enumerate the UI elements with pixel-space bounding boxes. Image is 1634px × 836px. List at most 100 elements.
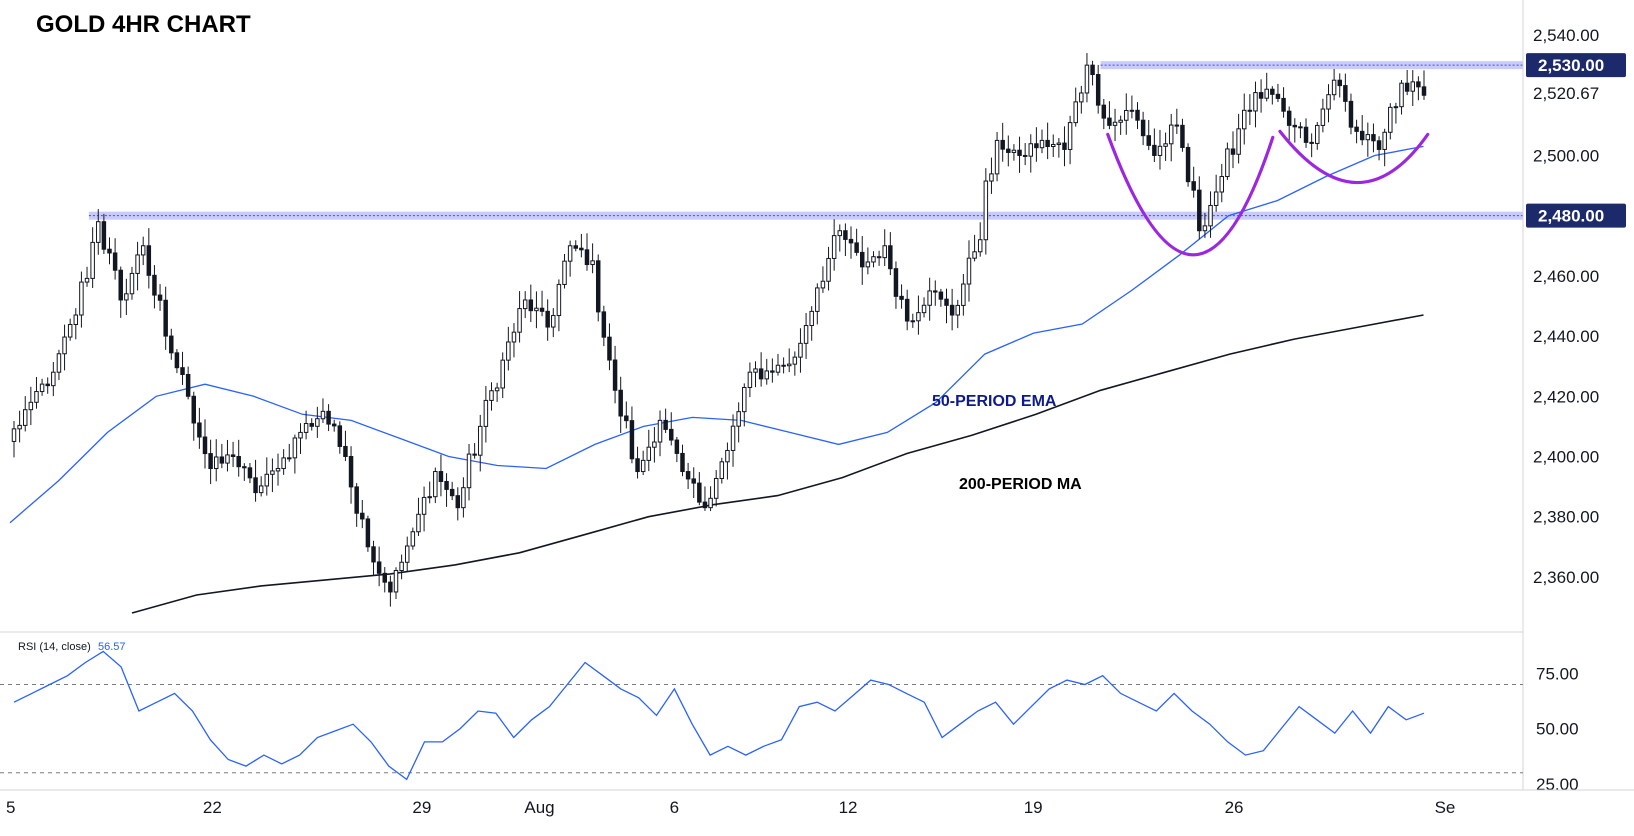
candle-body-bear — [1371, 134, 1376, 142]
candle-body-bear — [904, 298, 910, 322]
candle-body-bull — [803, 325, 809, 344]
candle — [1011, 144, 1017, 161]
candle-body-bear — [371, 546, 376, 563]
candle — [1129, 95, 1135, 119]
time-axis: 5 22 29 Aug 6 12 19 26 Se — [6, 798, 1455, 817]
candle — [270, 458, 275, 493]
time-tick-label: 6 — [670, 798, 679, 817]
candle-body-bull — [140, 245, 146, 256]
candle — [449, 481, 455, 501]
candle — [708, 486, 713, 512]
candle — [640, 450, 646, 476]
candle — [1320, 98, 1326, 133]
rsi-legend-label: RSI (14, close) — [18, 641, 91, 653]
candle — [1112, 108, 1118, 142]
candle — [556, 279, 562, 332]
candle — [1331, 69, 1337, 101]
candle-body-bear — [1247, 109, 1253, 112]
candle — [949, 288, 955, 331]
candle-body-bear — [579, 247, 584, 251]
candle-body-bull — [972, 251, 977, 259]
candle — [674, 436, 680, 463]
candle — [803, 312, 809, 359]
rsi-tick-label: 50.00 — [1536, 720, 1579, 739]
candle-body-bear — [1309, 141, 1314, 144]
candle — [1006, 135, 1011, 167]
candle-body-bull — [1163, 143, 1168, 147]
candle-body-bull — [287, 457, 292, 460]
candle — [1197, 176, 1202, 240]
candle — [1410, 70, 1416, 106]
candle-body-bull — [466, 453, 472, 489]
time-tick-label: 26 — [1225, 798, 1244, 817]
candle — [393, 567, 399, 600]
candle — [1213, 174, 1219, 212]
candle — [208, 439, 213, 485]
candle — [938, 288, 944, 307]
candle-body-bear — [545, 310, 550, 328]
candle-body-bull — [882, 245, 887, 259]
candle-body-bear — [854, 242, 859, 253]
candle-body-bull — [1073, 101, 1078, 124]
candle — [927, 277, 932, 321]
candle — [826, 246, 831, 291]
candle-body-bear — [191, 395, 197, 424]
candle-body-bear — [1017, 149, 1022, 156]
candle-body-bull — [421, 496, 427, 515]
candle — [736, 402, 741, 443]
candle — [140, 236, 146, 266]
candle-body-bear — [444, 480, 449, 490]
candle-body-bear — [781, 364, 786, 367]
candle-body-bear — [1000, 139, 1005, 150]
candle — [309, 418, 314, 431]
candle — [994, 132, 1000, 182]
candle-body-bear — [157, 294, 163, 301]
candle — [1135, 102, 1140, 130]
time-tick-label: 12 — [839, 798, 858, 817]
candle — [326, 404, 331, 432]
candle — [242, 463, 247, 481]
candle-body-bull — [640, 459, 646, 473]
candle-body-bull — [258, 485, 264, 494]
candle — [343, 430, 348, 462]
candle — [1241, 93, 1247, 145]
candle — [315, 406, 320, 438]
candle — [101, 213, 107, 255]
candle-body-bull — [51, 371, 56, 387]
candle-body-bear — [1281, 97, 1286, 112]
candle-body-bull — [67, 324, 73, 338]
candle-body-bull — [652, 441, 657, 448]
candle-body-bull — [416, 513, 421, 533]
candle-body-bull — [1388, 106, 1393, 133]
candle — [983, 168, 989, 255]
candle-body-bear — [1270, 88, 1275, 95]
candle-body-bear — [573, 245, 578, 249]
candle — [444, 473, 449, 507]
candle-body-bear — [1045, 139, 1050, 148]
candle-body-bull — [73, 314, 79, 326]
candle — [191, 391, 197, 441]
candle-body-bear — [607, 336, 612, 361]
candle — [1039, 129, 1045, 154]
candle-body-bull — [22, 409, 28, 426]
candle-body-bear — [337, 425, 343, 447]
price-axis: 2,360.00 2,380.00 2,400.00 2,420.00 2,440.00… — [1526, 26, 1626, 587]
candle — [365, 515, 371, 552]
candle — [455, 487, 461, 521]
candle — [1247, 94, 1253, 125]
candle-body-bear — [1359, 130, 1365, 141]
candle — [933, 280, 938, 306]
candle-body-bull — [826, 257, 831, 282]
chart-title: GOLD 4HR CHART — [36, 11, 251, 38]
candle — [798, 328, 803, 373]
candle-body-bear — [197, 422, 202, 438]
candle — [45, 377, 50, 394]
candle — [567, 240, 573, 277]
candle-body-bull — [1129, 109, 1135, 112]
candle — [399, 554, 404, 580]
candle — [1270, 86, 1275, 105]
candle — [1017, 136, 1022, 173]
candle — [1095, 64, 1101, 114]
candle-body-bull — [1326, 94, 1331, 110]
candle-body-bull — [298, 431, 303, 439]
